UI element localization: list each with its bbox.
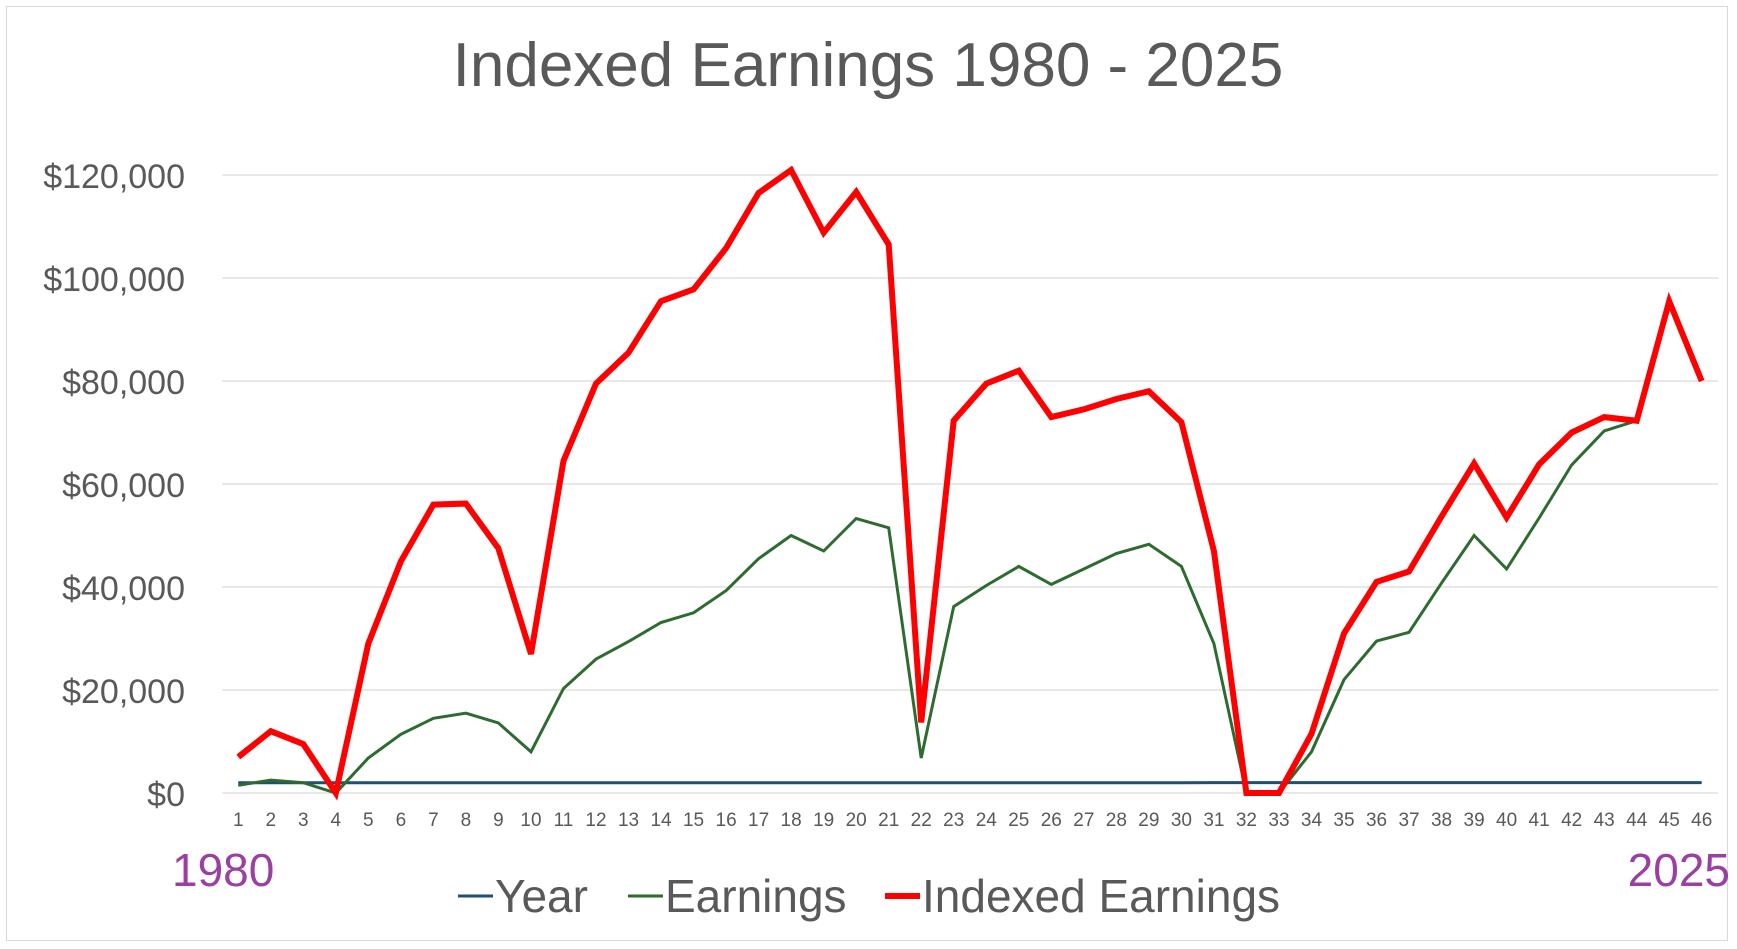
legend-label: Indexed Earnings (922, 870, 1280, 922)
x-tick-label: 32 (1236, 810, 1257, 831)
x-tick-label: 34 (1301, 810, 1323, 831)
x-tick-label: 10 (520, 810, 541, 831)
x-tick-label: 41 (1529, 810, 1550, 831)
x-tick-label: 23 (943, 810, 964, 831)
x-tick-label: 28 (1106, 810, 1127, 831)
y-tick-label: $40,000 (62, 570, 185, 608)
x-tick-label: 33 (1268, 810, 1289, 831)
y-tick-label: $20,000 (62, 673, 185, 711)
annotation-start-year: 1980 (172, 844, 274, 896)
x-tick-label: 42 (1561, 810, 1582, 831)
y-tick-label: $0 (147, 776, 185, 814)
x-tick-label: 11 (554, 810, 574, 831)
x-tick-label: 31 (1203, 810, 1224, 831)
x-tick-label: 40 (1496, 810, 1517, 831)
x-tick-label: 39 (1464, 810, 1485, 831)
x-tick-label: 4 (331, 810, 342, 831)
legend-label: Year (495, 870, 588, 922)
x-tick-label: 13 (618, 810, 639, 831)
chart-title: Indexed Earnings 1980 - 2025 (453, 31, 1284, 100)
x-tick-label: 16 (716, 810, 737, 831)
x-tick-label: 7 (428, 810, 439, 831)
x-tick-label: 27 (1073, 810, 1094, 831)
series-line-indexed-earnings (236, 165, 1705, 801)
x-tick-label: 3 (298, 810, 309, 831)
y-tick-label: $120,000 (43, 158, 185, 196)
legend-label: Earnings (665, 870, 847, 922)
x-tick-label: 29 (1138, 810, 1159, 831)
chart-frame (6, 6, 1728, 941)
x-tick-label: 2 (265, 810, 276, 831)
x-tick-label: 8 (461, 810, 472, 831)
gridlines (222, 174, 1718, 794)
x-tick-label: 9 (493, 810, 504, 831)
x-tick-label: 17 (748, 810, 769, 831)
x-tick-label: 30 (1171, 810, 1192, 831)
y-axis-tick-labels: $0 $20,000 $40,000 $60,000 $80,000 $100,000 $1… (43, 158, 185, 814)
x-tick-label: 6 (396, 810, 407, 831)
x-tick-label: 37 (1398, 810, 1419, 831)
y-tick-label: $80,000 (62, 364, 185, 402)
x-tick-label: 19 (813, 810, 834, 831)
x-tick-label: 20 (846, 810, 867, 831)
x-tick-label: 38 (1431, 810, 1452, 831)
x-tick-label: 46 (1691, 810, 1712, 831)
x-tick-label: 1 (233, 810, 244, 831)
x-tick-label: 25 (1008, 810, 1029, 831)
x-tick-label: 12 (585, 810, 606, 831)
x-tick-label: 45 (1659, 810, 1680, 831)
x-axis-tick-labels: 1 2 3 4 5 6 7 8 9 10 11 12 13 14 15 16 17 18 19 20 21 22 23 24 2… (233, 810, 1712, 831)
x-tick-label: 22 (911, 810, 932, 831)
y-tick-label: $100,000 (43, 261, 185, 299)
y-tick-label: $60,000 (62, 467, 185, 505)
x-tick-label: 44 (1626, 810, 1648, 831)
x-tick-label: 15 (683, 810, 704, 831)
x-tick-label: 21 (878, 810, 899, 831)
x-tick-label: 36 (1366, 810, 1387, 831)
x-tick-label: 43 (1594, 810, 1615, 831)
series-line-earnings (238, 296, 1704, 795)
x-tick-label: 18 (781, 810, 802, 831)
series-lines (236, 165, 1705, 801)
x-tick-label: 14 (650, 810, 672, 831)
x-tick-label: 35 (1333, 810, 1354, 831)
x-tick-label: 5 (363, 810, 374, 831)
annotation-end-year: 2025 (1628, 844, 1730, 896)
legend: Year Earnings Indexed Earnings (458, 870, 1280, 922)
x-tick-label: 24 (976, 810, 998, 831)
x-tick-label: 26 (1041, 810, 1062, 831)
